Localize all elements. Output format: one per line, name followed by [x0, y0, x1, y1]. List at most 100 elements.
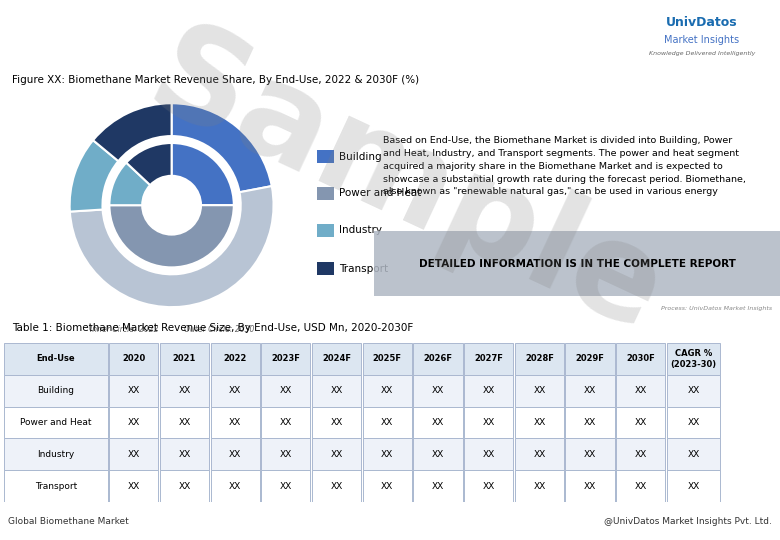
- Text: 2024F: 2024F: [322, 354, 351, 363]
- FancyBboxPatch shape: [261, 407, 310, 438]
- Text: Industry: Industry: [339, 225, 382, 235]
- FancyBboxPatch shape: [413, 343, 463, 375]
- FancyBboxPatch shape: [160, 407, 209, 438]
- FancyBboxPatch shape: [667, 438, 720, 470]
- Wedge shape: [109, 163, 151, 205]
- Text: XX: XX: [687, 386, 700, 395]
- FancyBboxPatch shape: [515, 470, 564, 502]
- Text: XX: XX: [280, 418, 292, 427]
- Text: 2026F: 2026F: [424, 354, 452, 363]
- FancyBboxPatch shape: [109, 438, 158, 470]
- Wedge shape: [172, 103, 271, 192]
- FancyBboxPatch shape: [413, 470, 463, 502]
- Text: XX: XX: [687, 418, 700, 427]
- FancyBboxPatch shape: [312, 438, 361, 470]
- Text: XX: XX: [534, 482, 545, 491]
- FancyBboxPatch shape: [211, 470, 260, 502]
- Text: XX: XX: [483, 386, 495, 395]
- Text: Building: Building: [37, 386, 74, 395]
- FancyBboxPatch shape: [616, 343, 665, 375]
- Wedge shape: [126, 143, 172, 185]
- Text: XX: XX: [331, 450, 342, 459]
- FancyBboxPatch shape: [566, 470, 615, 502]
- FancyBboxPatch shape: [4, 343, 108, 375]
- Text: XX: XX: [635, 418, 647, 427]
- Text: 2023F: 2023F: [271, 354, 300, 363]
- Text: 2027F: 2027F: [474, 354, 503, 363]
- Text: XX: XX: [381, 450, 393, 459]
- FancyBboxPatch shape: [566, 438, 615, 470]
- Text: XX: XX: [687, 482, 700, 491]
- Text: Figure XX: Biomethane Market Revenue Share, By End-Use, 2022 & 2030F (%): Figure XX: Biomethane Market Revenue Sha…: [12, 75, 419, 85]
- FancyBboxPatch shape: [261, 438, 310, 470]
- FancyBboxPatch shape: [667, 470, 720, 502]
- FancyBboxPatch shape: [261, 470, 310, 502]
- Text: Power and Heat: Power and Heat: [20, 418, 91, 427]
- Text: XX: XX: [179, 418, 190, 427]
- Text: XX: XX: [635, 482, 647, 491]
- FancyBboxPatch shape: [109, 375, 158, 407]
- Wedge shape: [70, 186, 274, 307]
- Text: 2029F: 2029F: [576, 354, 604, 363]
- Text: 2022: 2022: [224, 354, 246, 363]
- Text: Outer Circle: 2030: Outer Circle: 2030: [184, 325, 254, 334]
- FancyBboxPatch shape: [312, 343, 361, 375]
- FancyBboxPatch shape: [312, 407, 361, 438]
- FancyBboxPatch shape: [261, 375, 310, 407]
- Text: Transport: Transport: [339, 264, 388, 274]
- FancyBboxPatch shape: [4, 438, 108, 470]
- Text: XX: XX: [280, 386, 292, 395]
- Text: XX: XX: [584, 418, 596, 427]
- Text: Industry: Industry: [37, 450, 74, 459]
- FancyBboxPatch shape: [413, 375, 463, 407]
- Text: Knowledge Delivered Intelligently: Knowledge Delivered Intelligently: [649, 51, 755, 56]
- Text: 2030F: 2030F: [626, 354, 655, 363]
- FancyBboxPatch shape: [667, 343, 720, 375]
- Text: XX: XX: [635, 450, 647, 459]
- FancyBboxPatch shape: [363, 407, 412, 438]
- FancyBboxPatch shape: [515, 407, 564, 438]
- Text: Building: Building: [339, 152, 382, 161]
- Text: XX: XX: [432, 418, 444, 427]
- FancyBboxPatch shape: [566, 343, 615, 375]
- Text: XX: XX: [179, 386, 190, 395]
- Text: XX: XX: [635, 386, 647, 395]
- FancyBboxPatch shape: [312, 470, 361, 502]
- FancyBboxPatch shape: [4, 375, 108, 407]
- FancyBboxPatch shape: [464, 438, 513, 470]
- Text: Transport: Transport: [34, 482, 77, 491]
- Text: Market Insights: Market Insights: [665, 35, 739, 45]
- FancyBboxPatch shape: [667, 407, 720, 438]
- FancyBboxPatch shape: [374, 231, 780, 296]
- FancyBboxPatch shape: [4, 470, 108, 502]
- FancyBboxPatch shape: [363, 470, 412, 502]
- FancyBboxPatch shape: [160, 343, 209, 375]
- FancyBboxPatch shape: [312, 375, 361, 407]
- Text: XX: XX: [483, 482, 495, 491]
- Wedge shape: [93, 103, 172, 161]
- FancyBboxPatch shape: [616, 375, 665, 407]
- FancyBboxPatch shape: [211, 375, 260, 407]
- FancyBboxPatch shape: [109, 343, 158, 375]
- Text: XX: XX: [179, 482, 190, 491]
- FancyBboxPatch shape: [109, 470, 158, 502]
- Text: XX: XX: [128, 418, 140, 427]
- FancyBboxPatch shape: [515, 438, 564, 470]
- FancyBboxPatch shape: [211, 407, 260, 438]
- FancyBboxPatch shape: [413, 438, 463, 470]
- Text: XX: XX: [381, 386, 393, 395]
- Text: Inner Circle: 2022: Inner Circle: 2022: [90, 325, 158, 334]
- FancyBboxPatch shape: [160, 438, 209, 470]
- Text: XX: XX: [432, 482, 444, 491]
- Text: 2020: 2020: [122, 354, 145, 363]
- Text: XX: XX: [534, 386, 545, 395]
- Text: XX: XX: [381, 418, 393, 427]
- Text: XX: XX: [331, 418, 342, 427]
- FancyBboxPatch shape: [363, 375, 412, 407]
- FancyBboxPatch shape: [363, 438, 412, 470]
- Text: XX: XX: [331, 386, 342, 395]
- Text: XX: XX: [179, 450, 190, 459]
- FancyBboxPatch shape: [566, 375, 615, 407]
- Text: XX: XX: [128, 450, 140, 459]
- Text: XX: XX: [229, 418, 241, 427]
